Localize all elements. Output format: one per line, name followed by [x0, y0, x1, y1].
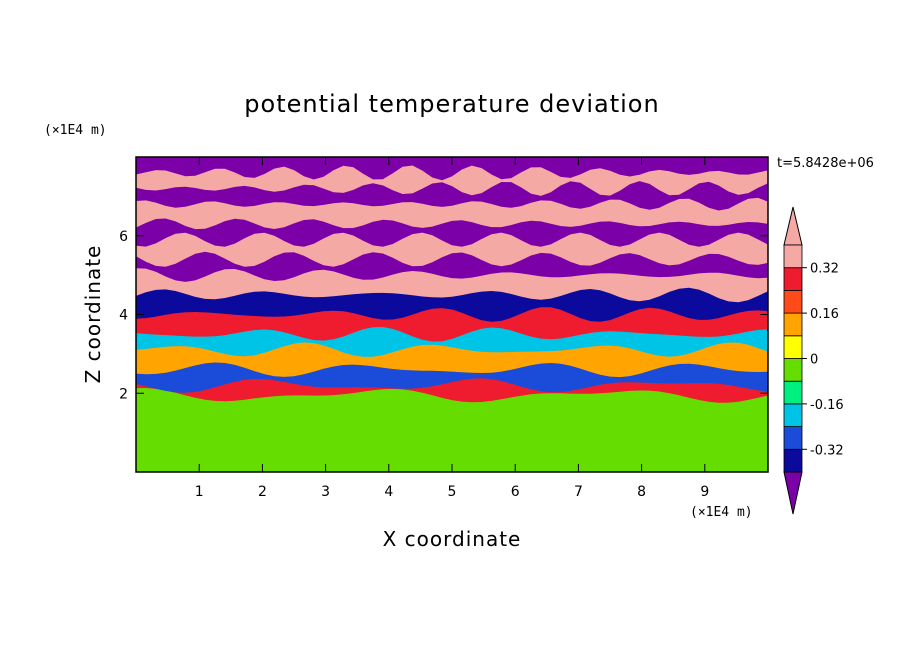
y-axis-label: Z coordinate: [81, 245, 105, 384]
x-tick-label: 6: [511, 484, 520, 500]
colorbar: 0.32 0.16 0 -0.16 -0.32: [783, 206, 844, 515]
colorbar-tick-label: -0.32: [810, 443, 844, 458]
colorbar-swatch: [783, 448, 803, 473]
x-axis-unit: (×1E4 m): [690, 505, 753, 520]
x-tick-label: 4: [384, 484, 393, 500]
colorbar-swatch: [783, 335, 803, 359]
colorbar-tick-label: -0.16: [810, 398, 844, 413]
y-tick-label: 4: [119, 308, 128, 324]
colorbar-swatch: [783, 380, 803, 405]
colorbar-tick-label: 0.16: [810, 307, 839, 322]
colorbar-swatch: [783, 358, 803, 382]
colorbar-swatch: [783, 244, 803, 269]
x-axis: 1 2 3 4 5 6 7 8 9: [195, 157, 709, 500]
x-tick-label: 7: [574, 484, 583, 500]
x-tick-label: 3: [321, 484, 330, 500]
colorbar-tick-label: 0.32: [810, 262, 839, 277]
y-tick-label: 6: [119, 229, 128, 245]
x-tick-label: 1: [195, 484, 204, 500]
colorbar-swatch: [783, 267, 803, 291]
colorbar-extend-min: [783, 471, 803, 515]
time-label: t=5.8428e+06: [777, 156, 874, 171]
y-axis: 2 4 6: [119, 229, 768, 402]
chart-title: potential temperature deviation: [244, 90, 659, 118]
colorbar-swatch: [783, 426, 803, 450]
plot-area: [136, 157, 768, 472]
colorbar-swatch: [783, 289, 803, 314]
x-tick-label: 8: [637, 484, 646, 500]
contour-band: [136, 157, 768, 181]
colorbar-extend-max: [783, 206, 803, 246]
y-axis-unit: (×1E4 m): [44, 123, 107, 138]
x-axis-label: X coordinate: [383, 527, 522, 551]
x-tick-label: 5: [448, 484, 457, 500]
colorbar-tick-label: 0: [810, 353, 818, 368]
x-tick-label: 9: [700, 484, 709, 500]
y-tick-label: 2: [119, 386, 128, 402]
x-tick-label: 2: [258, 484, 267, 500]
colorbar-swatch: [783, 312, 803, 337]
colorbar-swatch: [783, 403, 803, 427]
